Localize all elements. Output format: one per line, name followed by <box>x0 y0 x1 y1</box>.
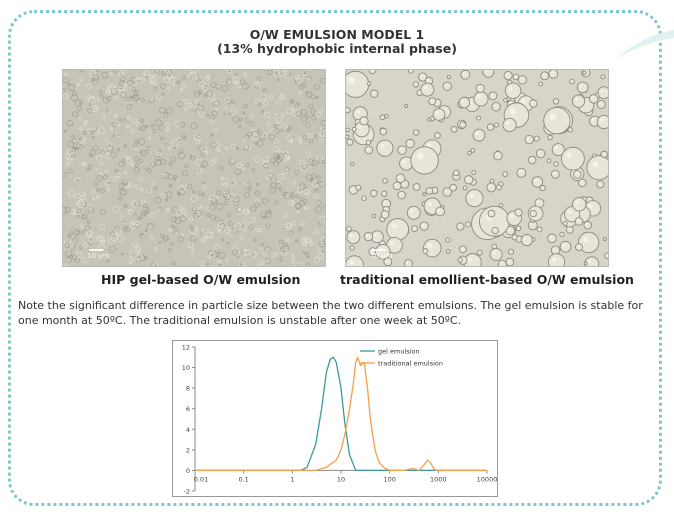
micrograph-gel-emulsion: 10 µm <box>63 70 325 266</box>
x-tick-label: 100 <box>383 475 395 483</box>
page-border <box>8 10 662 506</box>
y-tick-label: 0 <box>186 467 190 475</box>
caption-traditional-emulsion: traditional emollient-based O/W emulsion <box>340 272 634 287</box>
x-tick-label: 0.01 <box>194 475 208 483</box>
chart-plot: -2 0 2 4 6 8 10 12 0.01 0.1 1 10 100 1000 10000 gel emu… <box>182 344 498 496</box>
scale-label: 10 µm <box>87 252 110 260</box>
x-tick-label: 1000 <box>430 475 447 483</box>
legend-label: traditional emulsion <box>378 360 443 368</box>
decorative-swoosh <box>614 30 674 60</box>
y-tick-label: 8 <box>186 385 190 393</box>
series-line-traditional <box>195 356 487 472</box>
legend-label: gel emulsion <box>378 348 420 356</box>
scale-label: 10 µm <box>370 252 393 260</box>
scale-bar <box>89 249 103 251</box>
x-tick-label: 1 <box>290 475 294 483</box>
micrograph-traditional-emulsion: 10 µm <box>346 70 608 266</box>
y-tick-label: 10 <box>182 364 190 372</box>
scale-bar <box>372 249 386 251</box>
page-subtitle: (13% hydrophobic internal phase) <box>217 41 457 56</box>
y-tick-label: -2 <box>184 488 190 496</box>
y-tick-label: 12 <box>182 344 190 352</box>
particle-size-chart: -2 0 2 4 6 8 10 12 0.01 0.1 1 10 100 1000 10000 gel emu… <box>172 340 498 497</box>
y-tick-label: 4 <box>186 426 190 434</box>
page-title: O/W EMULSION MODEL 1 <box>249 27 425 42</box>
x-tick-label: 10000 <box>477 475 497 483</box>
x-tick-label: 0.1 <box>238 475 248 483</box>
series-line-gel <box>195 356 487 472</box>
y-tick-label: 2 <box>186 446 190 454</box>
caption-gel-emulsion: HIP gel-based O/W emulsion <box>101 272 301 287</box>
note-paragraph: Note the significant difference in parti… <box>18 299 643 327</box>
x-tick-label: 10 <box>337 475 345 483</box>
y-tick-label: 6 <box>186 405 190 413</box>
